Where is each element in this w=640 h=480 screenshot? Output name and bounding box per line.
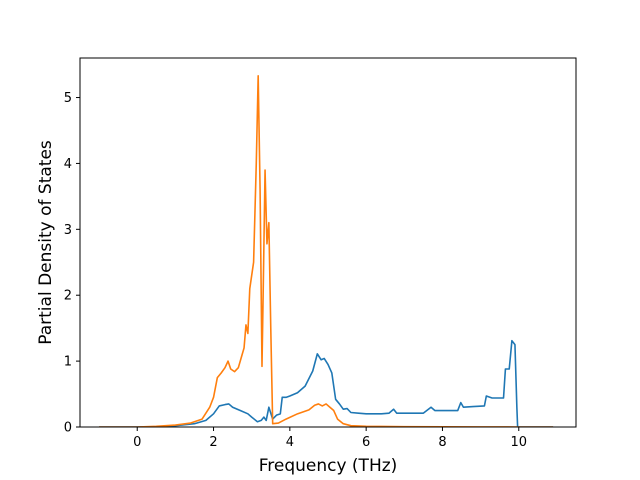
y-tick-label: 5 [64, 91, 72, 106]
x-tick-label: 10 [510, 435, 527, 450]
x-tick-label: 8 [438, 435, 446, 450]
y-tick-label: 4 [64, 157, 72, 172]
y-axis-label: Partial Density of States [36, 140, 56, 345]
series-line-1 [99, 339, 554, 427]
axes-frame [79, 57, 577, 428]
y-tick-label: 1 [64, 355, 72, 370]
x-tick-label: 6 [362, 435, 370, 450]
x-tick-label: 2 [209, 435, 217, 450]
x-axis: 0 2 4 6 8 10 [133, 427, 527, 450]
y-tick-label: 2 [64, 289, 72, 304]
plot-area [99, 74, 554, 427]
series-line-2 [99, 74, 554, 427]
y-axis: 0 1 2 3 4 5 [64, 91, 80, 436]
x-axis-label: Frequency (THz) [259, 456, 398, 476]
y-tick-label: 0 [64, 421, 72, 436]
y-tick-label: 3 [64, 223, 72, 238]
x-tick-label: 4 [286, 435, 294, 450]
x-tick-label: 0 [133, 435, 141, 450]
